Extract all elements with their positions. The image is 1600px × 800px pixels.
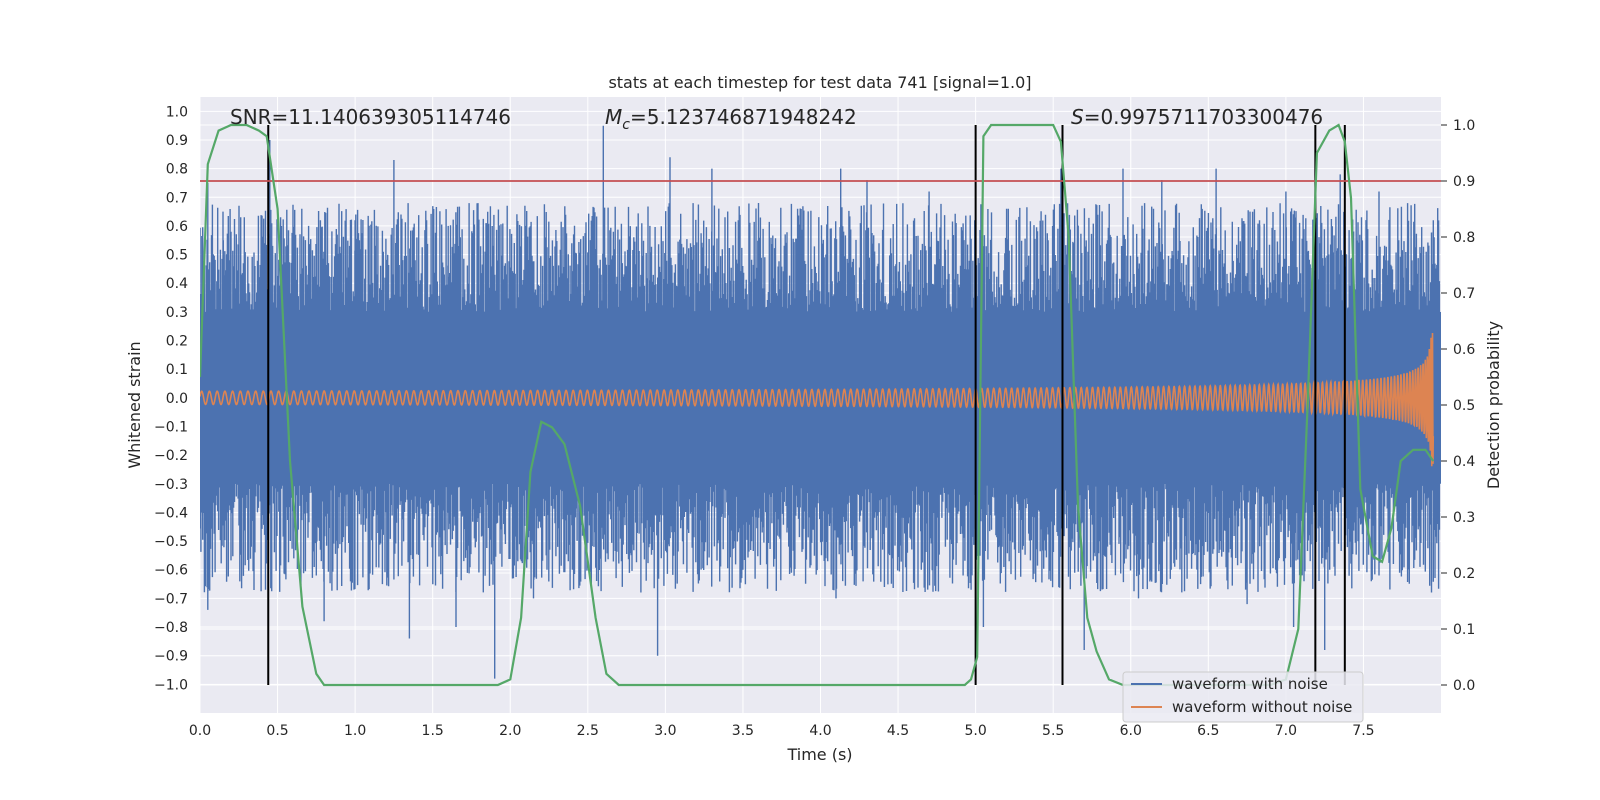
- snr-annotation: SNR=11.140639305114746: [230, 105, 511, 129]
- x-tick-label: 3.5: [732, 723, 754, 739]
- y-tick-label: −0.1: [154, 419, 188, 435]
- y-tick-label: −1.0: [154, 677, 188, 693]
- vertical-lines: [267, 125, 1346, 685]
- y-tick-label: 0.6: [166, 219, 188, 235]
- legend-label-clean: waveform without noise: [1172, 698, 1352, 716]
- chirp-mass-value: =5.123746871948242: [630, 105, 857, 129]
- x-tick-label: 0.0: [189, 723, 211, 739]
- y-tick-label: 0.2: [166, 334, 188, 350]
- detection-probability-series: [200, 123, 1435, 687]
- y-tick-label: −0.3: [154, 477, 188, 493]
- legend: waveform with noise waveform without noi…: [1122, 671, 1364, 723]
- y-tick-label: 0.9: [166, 133, 188, 149]
- s-annotation: S=0.9975711703300476: [1071, 105, 1323, 129]
- y2-tick-label: 0.6: [1453, 342, 1475, 358]
- x-axis-ticks: 0.0 0.5 1.0 1.5 2.0 2.5 3.0 3.5 4.0 4.5 5.0 5.5 6.0 6…: [189, 723, 1375, 739]
- y-tick-label: −0.4: [154, 505, 188, 521]
- legend-box: [1122, 671, 1364, 723]
- x-tick-label: 6.5: [1197, 723, 1219, 739]
- x-tick-label: 0.5: [266, 723, 288, 739]
- x-tick-label: 1.5: [422, 723, 444, 739]
- x-tick-label: 4.0: [809, 723, 831, 739]
- y2-tick-label: 0.0: [1453, 678, 1475, 694]
- y-tick-label: −0.9: [154, 649, 188, 665]
- chirp-mass-annotation: Mc=5.123746871948242: [605, 105, 857, 133]
- x-tick-label: 7.0: [1275, 723, 1297, 739]
- x-tick-label: 4.5: [887, 723, 909, 739]
- x-tick-label: 6.0: [1120, 723, 1142, 739]
- y2-axis-label: Detection probability: [1484, 321, 1503, 489]
- y-axis-label: Whitened strain: [125, 341, 144, 468]
- x-tick-label: 5.0: [964, 723, 986, 739]
- clean-waveform-line: [200, 332, 1435, 467]
- y-tick-label: −0.6: [154, 563, 188, 579]
- y-axis-ticks: −1.0 −0.9 −0.8 −0.7 −0.6 −0.5 −0.4 −0.3 −0.2 −0.1…: [154, 104, 188, 693]
- y2-tick-label: 1.0: [1453, 118, 1475, 134]
- y2-tick-label: 0.3: [1453, 510, 1475, 526]
- y-tick-label: 0.8: [166, 162, 188, 178]
- chart-title: stats at each timestep for test data 741…: [608, 73, 1031, 92]
- detection-probability-line: [200, 123, 1435, 687]
- y2-axis-ticks: 0.0 0.1 0.2 0.3 0.4 0.5 0.6 0.7 0.8 0.9 1.0: [1441, 118, 1475, 694]
- x-tick-label: 7.5: [1352, 723, 1374, 739]
- x-tick-label: 3.0: [654, 723, 676, 739]
- y-tick-label: −0.7: [154, 591, 188, 607]
- y-tick-label: 0.4: [166, 276, 188, 292]
- clean-waveform-series: [200, 332, 1435, 467]
- y-tick-label: 0.1: [166, 362, 188, 378]
- x-axis-label: Time (s): [786, 745, 852, 764]
- y2-tick-label: 0.8: [1453, 230, 1475, 246]
- y2-tick-label: 0.9: [1453, 174, 1475, 190]
- y-tick-label: −0.5: [154, 534, 188, 550]
- y2-tick-label: 0.7: [1453, 286, 1475, 302]
- s-symbol: S: [1071, 105, 1084, 129]
- y2-tick-label: 0.2: [1453, 566, 1475, 582]
- chirp-mass-symbol: M: [605, 105, 622, 129]
- y-tick-label: 0.5: [166, 248, 188, 264]
- y2-tick-label: 0.4: [1453, 454, 1475, 470]
- x-tick-label: 2.5: [577, 723, 599, 739]
- y-tick-label: −0.8: [154, 620, 188, 636]
- y-tick-label: 0.0: [166, 391, 188, 407]
- y-tick-label: 0.3: [166, 305, 188, 321]
- y-tick-label: 0.7: [166, 190, 188, 206]
- y-tick-label: 1.0: [166, 104, 188, 120]
- chirp-mass-subscript: c: [622, 117, 630, 133]
- y2-tick-label: 0.5: [1453, 398, 1475, 414]
- y-tick-label: −0.2: [154, 448, 188, 464]
- s-value: =0.9975711703300476: [1084, 105, 1323, 129]
- legend-label-noisy: waveform with noise: [1172, 675, 1328, 693]
- y2-tick-label: 0.1: [1453, 622, 1475, 638]
- x-tick-label: 1.0: [344, 723, 366, 739]
- x-tick-label: 5.5: [1042, 723, 1064, 739]
- x-tick-label: 2.0: [499, 723, 521, 739]
